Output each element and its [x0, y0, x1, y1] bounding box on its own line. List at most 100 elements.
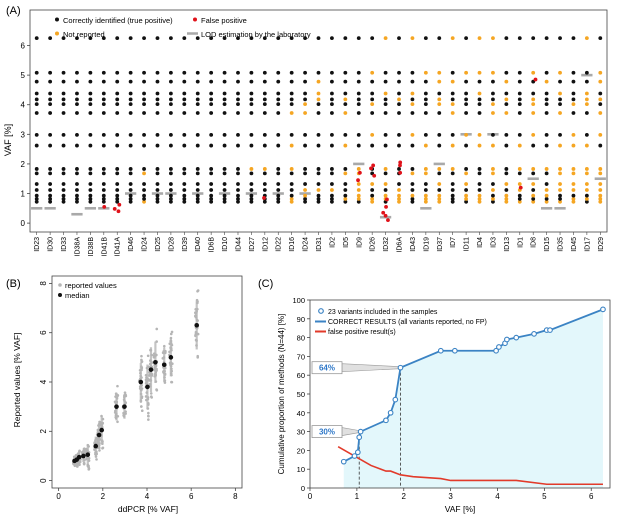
a-variant-dot: [182, 111, 187, 115]
a-variant-dot: [571, 196, 576, 201]
a-variant-dot: [289, 111, 294, 115]
c-callout-pointer: [341, 427, 360, 436]
a-variant-dot: [517, 133, 522, 137]
a-false-positive-dot: [518, 185, 523, 190]
a-variant-dot: [517, 79, 522, 84]
a-variant-dot: [289, 70, 294, 75]
a-variant-dot: [289, 79, 294, 84]
c-area-fill: [343, 309, 603, 488]
a-variant-dot: [370, 36, 375, 41]
a-variant-dot: [491, 97, 495, 102]
b-reported-dot: [155, 327, 159, 331]
a-variant-dot: [61, 97, 66, 102]
a-variant-dot: [531, 133, 536, 137]
b-reported-dot: [87, 464, 90, 468]
a-variant-dot: [397, 102, 401, 107]
a-variant-dot: [356, 36, 361, 41]
a-variant-dot: [397, 70, 401, 75]
c-xtick-label: 4: [495, 492, 500, 501]
a-variant-dot: [128, 167, 133, 171]
c-ytick-label: 40: [297, 409, 305, 418]
a-variant-dot: [276, 36, 281, 41]
a-variant-dot: [34, 102, 39, 107]
a-variant-dot: [48, 188, 53, 192]
a-variant-dot: [209, 199, 214, 204]
a-xtick-label: ID31: [316, 237, 323, 252]
a-variant-dot: [88, 133, 93, 137]
a-variant-dot: [75, 111, 79, 115]
a-variant-dot: [101, 70, 106, 75]
a-variant-dot: [437, 171, 442, 176]
a-variant-dot: [343, 91, 348, 96]
a-variant-dot: [101, 167, 106, 171]
a-variant-dot: [330, 199, 334, 204]
a-variant-dot: [48, 182, 53, 186]
a-variant-dot: [155, 36, 160, 41]
a-variant-dot: [450, 70, 455, 75]
a-variant-dot: [128, 171, 133, 176]
a-variant-dot: [222, 36, 227, 41]
b-reported-dot: [97, 446, 101, 450]
a-variant-dot: [182, 91, 187, 96]
a-variant-dot: [531, 171, 536, 176]
a-variant-dot: [289, 143, 294, 148]
a-variant-dot: [222, 111, 227, 115]
c-ytick-label: 60: [297, 371, 305, 380]
a-xtick-label: ID43: [410, 237, 417, 252]
c-ytick-label: 30: [297, 428, 305, 437]
a-variant-dot: [209, 182, 214, 186]
b-reported-dot: [146, 354, 150, 358]
a-variant-dot: [410, 171, 415, 176]
a-variant-dot: [558, 143, 562, 148]
a-variant-dot: [491, 196, 495, 201]
a-variant-dot: [383, 188, 388, 192]
a-variant-dot: [34, 171, 39, 176]
a-variant-dot: [356, 102, 361, 107]
a-variant-dot: [343, 70, 348, 75]
a-variant-dot: [383, 171, 388, 176]
a-variant-dot: [48, 70, 53, 75]
a-variant-dot: [303, 199, 307, 204]
a-variant-dot: [423, 102, 428, 107]
a-variant-dot: [477, 143, 482, 148]
b-reported-dot: [123, 391, 127, 394]
a-variant-dot: [88, 196, 93, 201]
a-variant-dot: [450, 143, 455, 148]
a-variant-dot: [222, 193, 227, 198]
a-variant-dot: [531, 167, 536, 171]
a-variant-dot: [142, 91, 146, 96]
legend-variants-marker: [318, 308, 324, 314]
legend-not-reported-label: Not reported: [63, 30, 105, 39]
a-xtick-label: ID13: [504, 237, 511, 252]
a-variant-dot: [531, 182, 536, 186]
a-xtick-label: ID44: [235, 237, 242, 252]
a-variant-dot: [168, 171, 173, 176]
a-variant-dot: [249, 97, 254, 102]
a-variant-dot: [101, 193, 106, 198]
a-variant-dot: [182, 193, 187, 198]
a-variant-dot: [168, 199, 173, 204]
a-variant-dot: [222, 91, 227, 96]
a-xtick-label: ID11: [464, 237, 471, 251]
a-variant-dot: [598, 79, 603, 84]
a-variant-dot: [155, 182, 160, 186]
a-variant-dot: [101, 182, 106, 186]
c-ytick-label: 70: [297, 352, 305, 361]
a-variant-dot: [356, 188, 361, 192]
a-variant-dot: [343, 188, 348, 192]
b-median-dot: [99, 427, 105, 433]
a-variant-dot: [410, 188, 415, 192]
a-variant-dot: [88, 182, 93, 186]
a-variant-dot: [450, 193, 455, 198]
a-variant-dot: [598, 133, 603, 137]
a-variant-dot: [222, 97, 227, 102]
a-variant-dot: [504, 143, 509, 148]
a-variant-dot: [168, 188, 173, 192]
a-variant-dot: [276, 188, 281, 192]
a-variant-dot: [491, 36, 495, 41]
c-callout-label: 64%: [319, 364, 335, 373]
a-variant-dot: [115, 133, 120, 137]
a-variant-dot: [397, 111, 401, 115]
a-variant-dot: [262, 167, 267, 171]
a-variant-dot: [531, 196, 536, 201]
